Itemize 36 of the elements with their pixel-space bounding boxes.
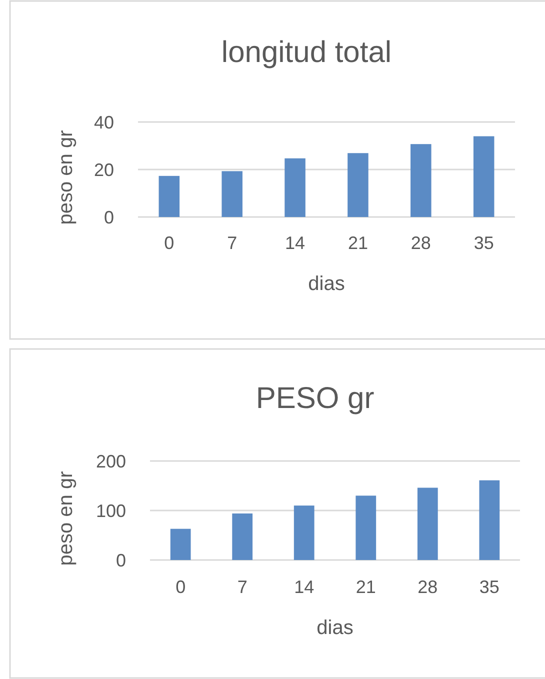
chart-title: PESO gr (256, 382, 374, 415)
y-axis-title: peso en gr (55, 470, 77, 566)
bar (284, 158, 306, 217)
x-axis-title: dias (308, 273, 345, 295)
bar (294, 506, 314, 560)
x-tick-label: 21 (348, 233, 368, 253)
y-tick-label: 20 (94, 160, 114, 180)
x-axis-title: dias (316, 617, 354, 639)
y-tick-label: 200 (96, 451, 126, 472)
bar (410, 144, 432, 217)
x-tick-label: 35 (474, 233, 494, 253)
x-tick-label: 7 (227, 233, 238, 253)
y-tick-label: 40 (94, 112, 114, 132)
x-tick-label: 21 (356, 577, 376, 597)
y-axis-title: peso en gr (55, 130, 77, 225)
bar (356, 496, 376, 560)
x-tick-label: 14 (285, 233, 306, 253)
bar (222, 171, 242, 217)
chart-title: longitud total (221, 36, 392, 69)
y-tick-label: 0 (104, 207, 114, 228)
bar (473, 136, 494, 217)
x-tick-label: 14 (294, 577, 314, 597)
y-tick-label: 100 (96, 500, 126, 521)
x-tick-label: 7 (237, 577, 248, 597)
bar (232, 513, 253, 560)
x-tick-label: 28 (418, 577, 438, 597)
bar (348, 153, 368, 217)
bar (479, 480, 500, 560)
y-tick-label: 0 (116, 550, 126, 570)
bar (170, 528, 191, 560)
x-tick-label: 0 (164, 233, 174, 253)
x-tick-label: 0 (176, 577, 186, 597)
bar (417, 488, 438, 560)
bar (158, 176, 180, 217)
x-tick-label: 35 (479, 577, 500, 597)
x-tick-label: 28 (410, 233, 431, 253)
